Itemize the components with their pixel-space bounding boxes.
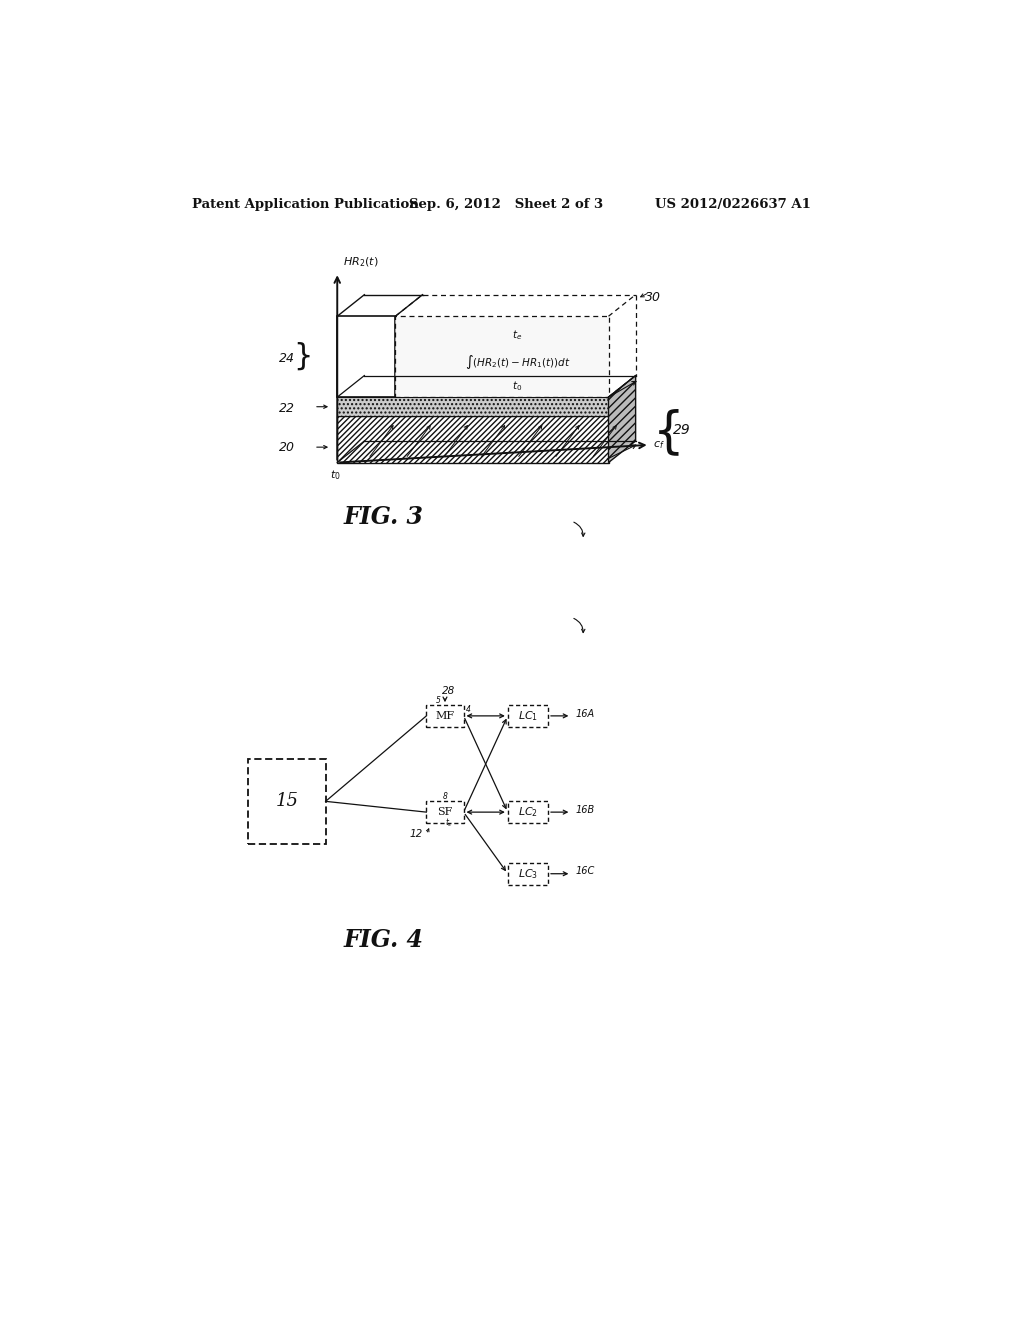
Polygon shape: [337, 397, 608, 416]
Text: $t_0$: $t_0$: [331, 469, 341, 482]
Text: US 2012/0226637 A1: US 2012/0226637 A1: [655, 198, 811, 211]
Text: 16A: 16A: [575, 709, 594, 718]
Text: 20: 20: [279, 441, 295, 454]
Bar: [248, 759, 326, 843]
Text: 16C: 16C: [575, 866, 594, 876]
Text: 29: 29: [673, 422, 690, 437]
Text: $HR_2(t)$: $HR_2(t)$: [343, 255, 379, 268]
Polygon shape: [337, 317, 395, 397]
Text: 12: 12: [410, 829, 423, 838]
Bar: [508, 863, 548, 884]
Text: 5: 5: [436, 696, 441, 705]
Text: $c_f$: $c_f$: [652, 440, 665, 450]
Text: $LC_2$: $LC_2$: [518, 805, 538, 818]
Text: 28: 28: [442, 685, 456, 696]
Text: Patent Application Publication: Patent Application Publication: [191, 198, 418, 211]
Text: FIG. 4: FIG. 4: [344, 928, 424, 953]
Bar: [426, 801, 464, 822]
Polygon shape: [337, 416, 608, 462]
Text: Sep. 6, 2012   Sheet 2 of 3: Sep. 6, 2012 Sheet 2 of 3: [409, 198, 603, 211]
Text: }: }: [293, 342, 312, 371]
Text: 22: 22: [279, 401, 295, 414]
Text: $LC_3$: $LC_3$: [518, 867, 538, 880]
Text: 15: 15: [275, 792, 298, 810]
Bar: [508, 705, 548, 726]
Bar: [395, 317, 608, 397]
Polygon shape: [608, 376, 636, 462]
Text: $LC_1$: $LC_1$: [518, 709, 538, 723]
Bar: [426, 705, 464, 726]
Text: $t_e$
$\int (HR_2(t) - HR_1(t)) dt$
$t_0$: $t_e$ $\int (HR_2(t) - HR_1(t)) dt$ $t_0…: [465, 329, 570, 392]
Text: SF: SF: [437, 807, 453, 817]
Text: 30: 30: [645, 290, 660, 304]
Bar: [508, 801, 548, 822]
Text: FIG. 3: FIG. 3: [344, 506, 424, 529]
Text: MF: MF: [435, 711, 455, 721]
Text: $t_s$: $t_s$: [445, 816, 453, 829]
Text: 8: 8: [442, 792, 447, 801]
Text: 24: 24: [279, 351, 295, 364]
Text: {: {: [652, 408, 684, 457]
Text: 16B: 16B: [575, 805, 594, 814]
Text: 4: 4: [466, 705, 471, 714]
